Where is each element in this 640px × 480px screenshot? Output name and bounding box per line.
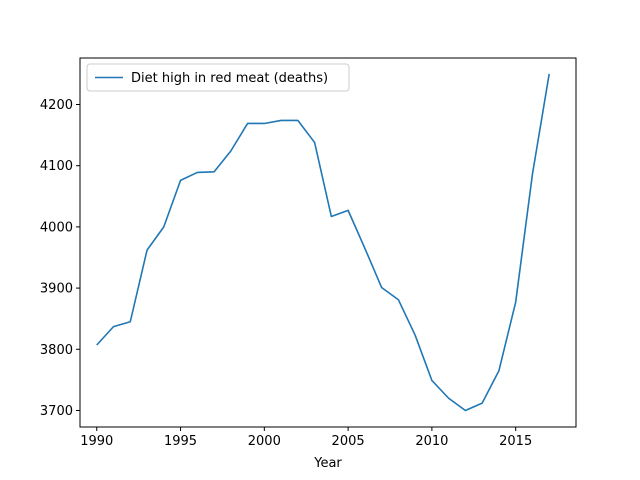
x-tick-label: 1990	[80, 434, 113, 449]
x-tick-label: 1995	[164, 434, 197, 449]
y-tick-label: 3800	[40, 343, 73, 358]
x-tick-label: 2005	[332, 434, 365, 449]
legend-label: Diet high in red meat (deaths)	[131, 71, 328, 86]
x-axis: 1990 1995 2000 2005 2010 2015	[80, 427, 532, 449]
y-tick-label: 4100	[40, 159, 73, 174]
x-tick-label: 2010	[415, 434, 448, 449]
y-axis: 3700 3800 3900 4000 4100 4200	[40, 98, 80, 419]
y-tick-label: 3700	[40, 404, 73, 419]
x-tick-label: 2000	[248, 434, 281, 449]
y-tick-label: 4200	[40, 98, 73, 113]
plot-area	[96, 73, 550, 412]
x-tick-label: 2015	[499, 434, 532, 449]
legend: Diet high in red meat (deaths)	[86, 63, 350, 92]
series-line	[96, 73, 550, 412]
y-tick-label: 4000	[40, 220, 73, 235]
legend-box	[86, 63, 350, 92]
x-axis-label: Year	[313, 456, 342, 471]
y-tick-label: 3900	[40, 282, 73, 297]
axes-frame	[79, 57, 577, 428]
